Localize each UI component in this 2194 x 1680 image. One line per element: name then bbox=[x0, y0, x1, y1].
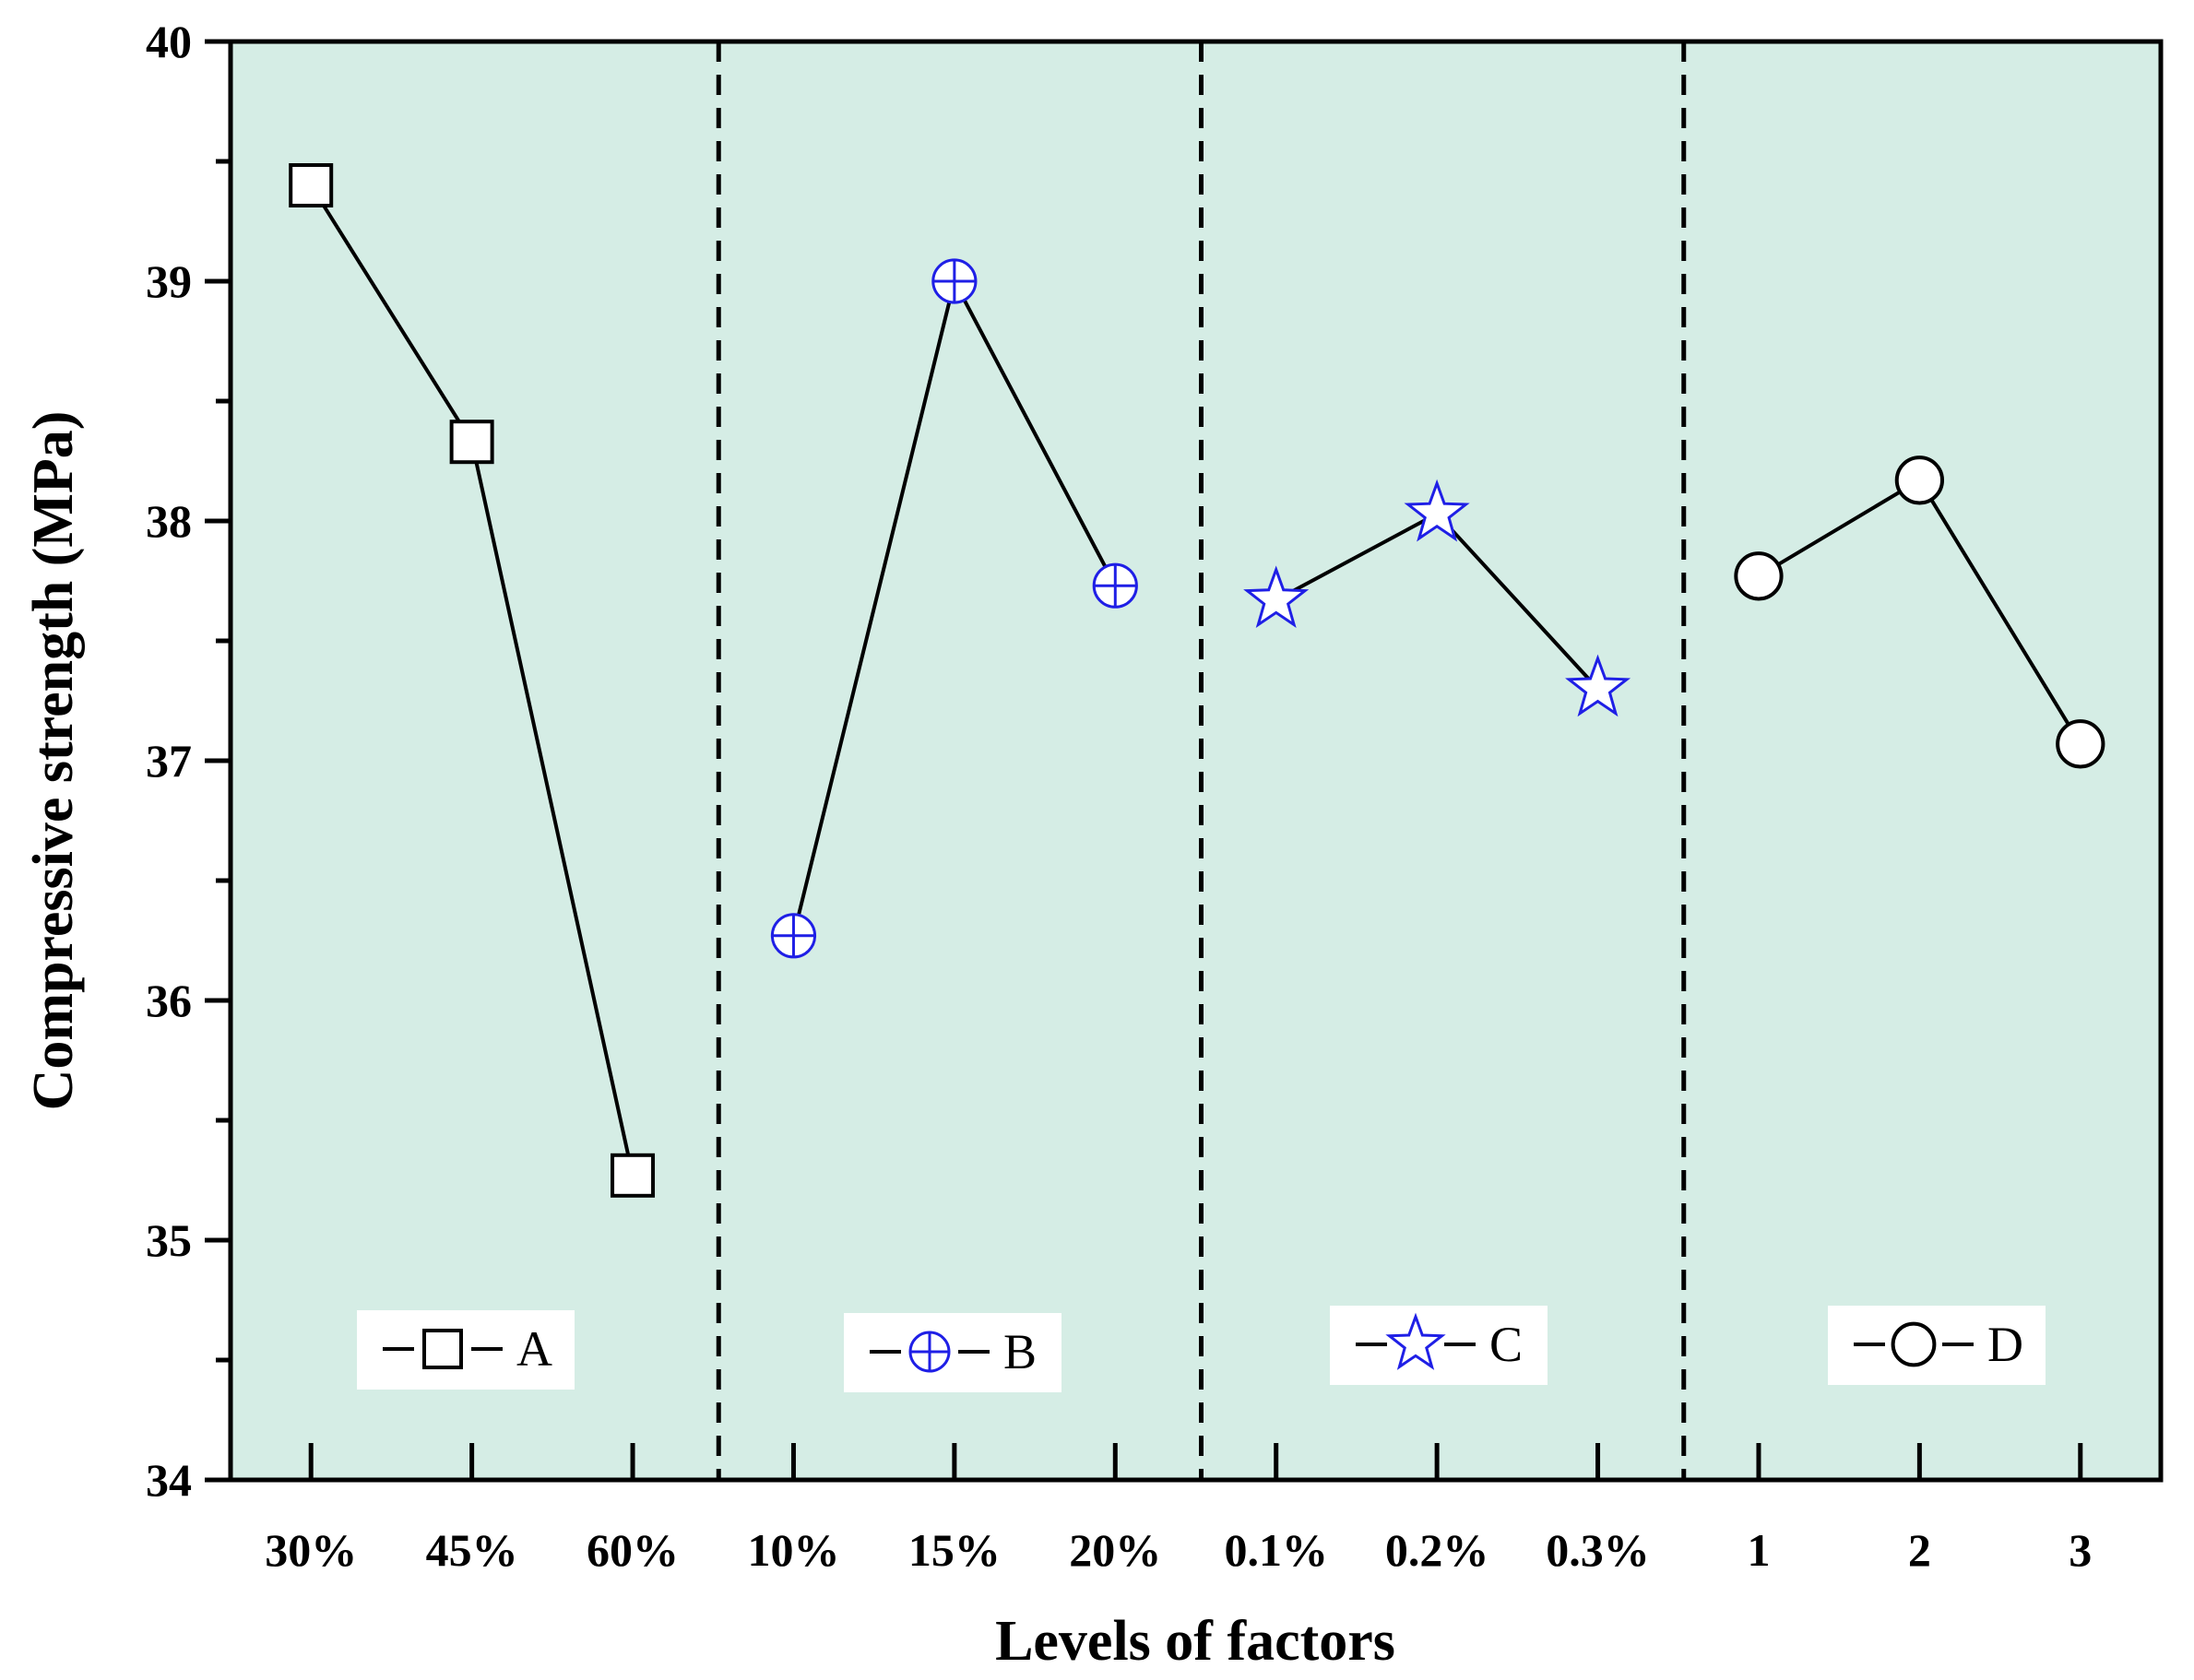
legend-layer: A B C D bbox=[357, 1306, 2046, 1392]
legend-label: A bbox=[516, 1321, 552, 1377]
data-point bbox=[931, 258, 978, 304]
y-tick-label: 40 bbox=[146, 16, 192, 67]
series-layer bbox=[289, 163, 2105, 1198]
y-tick-label: 35 bbox=[146, 1214, 192, 1266]
x-tick-label: 0.1% bbox=[1224, 1524, 1328, 1576]
data-point bbox=[1404, 479, 1470, 542]
x-tick-label: 0.3% bbox=[1546, 1524, 1650, 1576]
legend-B: B bbox=[844, 1313, 1061, 1392]
legend-marker bbox=[908, 1331, 951, 1373]
x-tick-label: 0.2% bbox=[1385, 1524, 1489, 1576]
data-point bbox=[1894, 455, 1945, 505]
data-point bbox=[289, 163, 334, 207]
y-tick-label: 38 bbox=[146, 495, 192, 547]
y-tick-label: 37 bbox=[146, 735, 192, 787]
data-point bbox=[770, 913, 817, 959]
x-tick-label: 2 bbox=[1908, 1524, 1931, 1576]
legend-label: B bbox=[1003, 1324, 1037, 1379]
y-axis-title: Compressive strength (MPa) bbox=[22, 411, 85, 1111]
x-tick-label: 20% bbox=[1069, 1524, 1161, 1576]
x-axis-title: Levels of factors bbox=[995, 1610, 1395, 1673]
data-point bbox=[1565, 654, 1631, 717]
y-axis: 34 35 36 37 38 39 40 bbox=[146, 16, 231, 1506]
x-tick-label: 45% bbox=[426, 1524, 518, 1576]
data-point bbox=[611, 1153, 656, 1198]
legend-marker bbox=[1891, 1321, 1937, 1367]
x-tick-label: 15% bbox=[908, 1524, 1001, 1576]
data-point bbox=[2056, 719, 2105, 769]
data-point bbox=[1243, 565, 1310, 629]
y-tick-label: 34 bbox=[146, 1454, 192, 1506]
x-axis: 30% 45% 60% 10% 15% 20% 0.1% 0.2% 0.3% 1 2 3 bbox=[265, 1443, 2092, 1576]
legend-label: D bbox=[1987, 1317, 2023, 1372]
data-point bbox=[1092, 562, 1138, 609]
plot-frame bbox=[228, 39, 2164, 1483]
x-tick-label: 60% bbox=[587, 1524, 679, 1576]
x-tick-label: 1 bbox=[1747, 1524, 1770, 1576]
x-tick-label: 30% bbox=[265, 1524, 357, 1576]
group-dividers bbox=[716, 41, 1687, 1480]
data-point bbox=[1734, 551, 1784, 601]
legend-label: C bbox=[1489, 1317, 1523, 1372]
legend-A: A bbox=[357, 1310, 575, 1390]
legend-C: C bbox=[1330, 1306, 1548, 1385]
legend-marker bbox=[422, 1329, 463, 1369]
data-point bbox=[449, 420, 494, 465]
x-tick-label: 10% bbox=[747, 1524, 839, 1576]
y-tick-label: 39 bbox=[146, 255, 192, 307]
legend-marker bbox=[1385, 1312, 1446, 1370]
y-tick-label: 36 bbox=[146, 975, 192, 1026]
legend-D: D bbox=[1828, 1306, 2046, 1385]
plot-area bbox=[231, 41, 2161, 1480]
x-tick-label: 3 bbox=[2069, 1524, 2092, 1576]
